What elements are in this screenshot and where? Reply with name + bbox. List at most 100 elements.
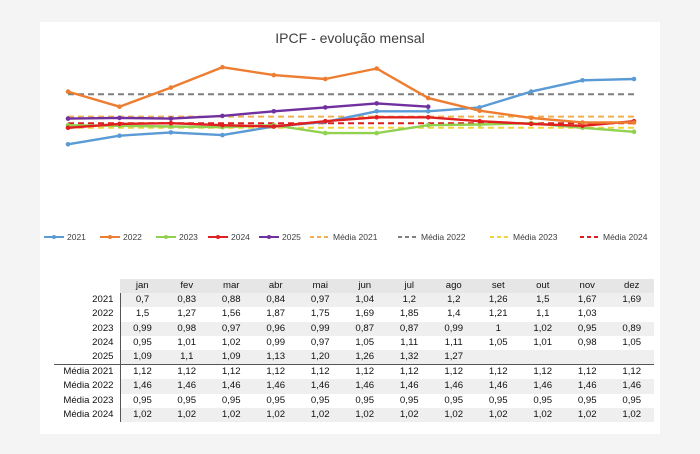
point-2021-ago	[425, 109, 431, 114]
legend-marker-2021	[52, 235, 56, 239]
data-table: jan fev mar abr mai jun jul ago set out nov dez 202…	[54, 279, 654, 422]
column-header-set: set	[476, 279, 521, 294]
table-row: 2021 0,7 0,83 0,88 0,84 0,97 1,04 1,2 1,2 1,26 1,5…	[54, 293, 654, 308]
column-header-mar: mar	[209, 279, 254, 294]
row-label: 2021	[54, 293, 121, 308]
point-2022-out	[528, 115, 534, 121]
table-cell: 0,95	[164, 393, 209, 408]
series-line-2022	[67, 66, 634, 124]
series-line-2024	[67, 116, 635, 129]
column-header-jul: jul	[387, 279, 432, 294]
table-cell: 1,12	[609, 364, 654, 380]
point-2021-fev	[117, 133, 122, 138]
table-cell: 1,02	[253, 407, 298, 422]
chart-card: IPCF - evolução mensal 2021 2022 2023 2024 2…	[40, 22, 660, 434]
point-2021-nov	[580, 78, 585, 83]
legend-label-m-dia-2021: Média 2021	[333, 232, 378, 242]
table-cell: 1,46	[520, 379, 565, 394]
point-2024-fev	[117, 121, 122, 127]
row-label: Média 2021	[54, 364, 121, 380]
table-cell: 1,05	[476, 335, 521, 350]
point-2024-nov	[580, 123, 585, 129]
table-cell: 0,98	[164, 321, 209, 336]
point-2024-mar	[168, 120, 174, 126]
point-2025-abr	[220, 113, 225, 119]
table-cell: 1,02	[209, 407, 254, 422]
point-2024-jun	[323, 118, 328, 124]
table-cell: 0,84	[253, 293, 298, 308]
table-cell: 1,2	[431, 293, 476, 308]
point-2022-jun	[323, 76, 328, 82]
legend-label-m-dia-2023: Média 2023	[513, 232, 558, 242]
point-2022-ago	[425, 95, 431, 101]
table-cell: 0,95	[387, 393, 432, 408]
point-2022-mai	[271, 72, 277, 78]
table-cell: 1,2	[387, 293, 432, 308]
table-cell: 1,67	[565, 293, 610, 308]
table-cell: 1,09	[120, 349, 165, 365]
table-cell: 1,56	[209, 307, 254, 322]
column-header-abr: abr	[253, 279, 298, 294]
table-cell: 0,95	[565, 321, 610, 336]
table-cell: 1,12	[298, 364, 343, 380]
point-2024-jan	[65, 125, 71, 131]
legend-label-2021: 2021	[67, 232, 86, 242]
point-2022-jan	[65, 89, 71, 94]
table-cell: 1,02	[298, 407, 343, 422]
table-cell: 1,46	[387, 379, 432, 394]
table-row: 2024 0,95 1,01 1,02 0,99 0,97 1,05 1,11 1,11 1,05…	[54, 335, 654, 350]
point-2024-ago	[425, 115, 431, 120]
point-2025-jun	[323, 105, 328, 110]
table-cell: 1,12	[120, 364, 165, 380]
row-label: 2023	[54, 321, 121, 336]
table-cell: 0,88	[209, 293, 254, 308]
table-cell: 1,69	[342, 307, 387, 322]
table-cell: 0,95	[609, 393, 654, 408]
column-header-dez: dez	[609, 279, 654, 294]
point-2021-mar	[168, 130, 174, 135]
table-cell: 1	[476, 321, 521, 336]
point-2022-nov	[580, 120, 585, 125]
table-cell: 1,46	[476, 379, 521, 394]
table-cell: 1,02	[609, 407, 654, 422]
column-header-jan: jan	[120, 279, 165, 294]
table-cell: 1,02	[565, 407, 610, 422]
table-cell: 1,05	[342, 335, 387, 350]
column-header-mai: mai	[298, 279, 343, 294]
table-cell: 0,7	[120, 293, 165, 308]
row-label: 2025	[54, 349, 121, 365]
point-2022-fev	[117, 104, 122, 109]
table-cell: 0,89	[609, 321, 654, 336]
table-cell: 1,26	[476, 293, 521, 308]
table-cell: 1,05	[609, 335, 654, 350]
table-cell: 1,12	[164, 364, 209, 380]
table-cell: 1,46	[565, 379, 610, 394]
column-header-fev: fev	[164, 279, 209, 294]
legend-marker-2024	[216, 235, 220, 239]
table-cell: 0,95	[565, 393, 610, 408]
column-header-nov: nov	[565, 279, 610, 294]
row-label: 2022	[54, 307, 121, 322]
table-cell: 1,46	[609, 379, 654, 394]
table-cell: 0,99	[431, 321, 476, 336]
table-cell: 1,46	[209, 379, 254, 394]
series-layer	[65, 64, 637, 147]
table-row: Média 2021 1,12 1,12 1,12 1,12 1,12 1,12 1,12 1,…	[54, 364, 654, 380]
table-cell: 1,02	[120, 407, 165, 422]
point-2021-abr	[220, 132, 225, 138]
table-cell: 0,97	[298, 293, 343, 308]
table-cell: 0,95	[298, 393, 343, 408]
point-2021-dez	[631, 76, 637, 82]
legend-marker-2022	[108, 235, 112, 239]
table-cell: 1,46	[164, 379, 209, 394]
point-2021-set	[477, 105, 482, 110]
point-2022-mar	[168, 85, 174, 90]
table-cell	[565, 349, 610, 365]
table-cell: 0,97	[209, 321, 254, 336]
table-cell: 1,4	[431, 307, 476, 322]
table-cell: 1,02	[387, 407, 432, 422]
table-cell: 0,95	[431, 393, 476, 408]
table-cell: 1,12	[520, 364, 565, 380]
table-cell	[520, 349, 565, 365]
point-2023-ago	[425, 122, 431, 128]
